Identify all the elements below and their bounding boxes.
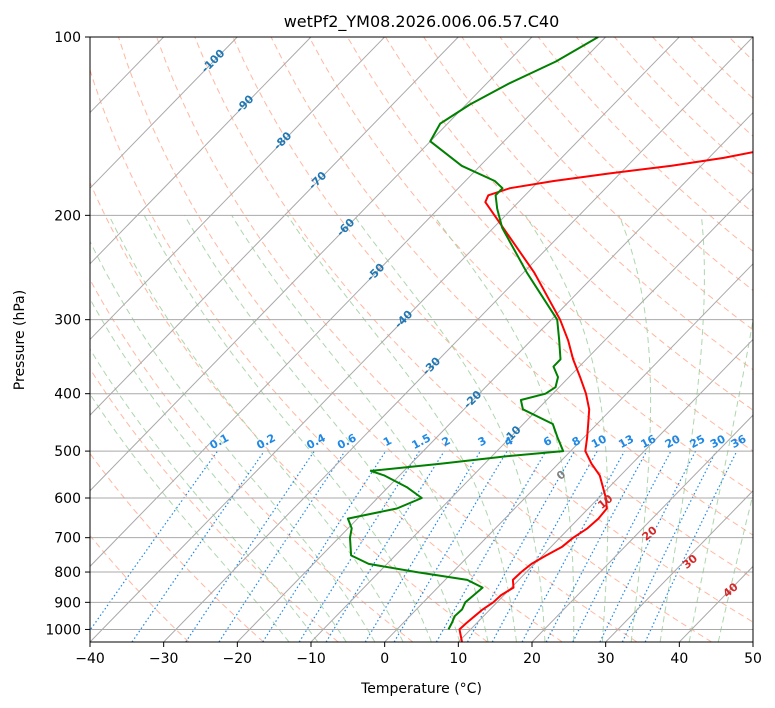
y-tick-label: 900 [54,595,81,611]
mixing-ratio-line [521,450,626,642]
x-axis-ticks: −40 −30 −20 −10 0 10 20 30 40 50 [75,642,762,667]
isotherm-line [90,37,312,265]
mixing-ratio-line [90,450,218,632]
mixing-ratio-label: 13 [616,432,636,451]
isotherm-line [531,414,753,642]
x-axis-label: Temperature (°C) [360,681,482,697]
x-tick-label: 20 [523,651,541,667]
moist-adiabat-line [524,215,609,642]
x-tick-label: 40 [670,651,688,667]
skewed-isotherms [90,37,753,642]
mixing-ratio-label: 30 [708,432,728,451]
dewpoint-profile-line [346,37,599,630]
mixing-ratio-label: 10 [589,432,609,451]
dry-adiabat-line [232,37,753,579]
isotherm-line [90,37,533,492]
chart-title: wetPf2_YM08.2026.006.06.57.C40 [284,12,560,32]
moist-adiabat-line [353,215,546,642]
dry-adiabat-line [308,37,753,494]
y-tick-label: 700 [54,531,81,547]
mixing-ratio-label: 36 [729,432,749,451]
moist-adiabat-line [688,317,753,642]
moist-adiabat-line [90,298,347,642]
mixing-ratio-line [364,450,482,642]
x-tick-label: −20 [223,651,253,667]
dry-adiabat-line [118,37,638,642]
x-tick-label: 50 [744,651,762,667]
y-tick-label: 500 [54,444,81,460]
dry-adiabat-line [90,368,339,642]
mixing-ratio-label: 16 [639,432,659,451]
moist-adiabat-line [184,215,461,642]
moist-adiabat-line [90,393,290,642]
isotherm-line [90,37,385,341]
moist-adiabat-line [108,215,404,642]
isotherm-line [384,263,753,642]
x-tick-label: 30 [597,651,615,667]
moist-adiabat-line [433,215,575,642]
y-tick-label: 600 [54,491,81,507]
dry-adiabat-line [90,181,488,642]
dry-adiabat-line [194,37,753,623]
x-tick-label: 10 [449,651,467,667]
moist-adiabat-line [659,215,705,642]
profile-series [346,37,753,642]
x-tick-label: 0 [380,651,389,667]
x-tick-label: −30 [149,651,179,667]
moist-adiabat-line [90,348,319,642]
mixing-ratio-label: 25 [688,432,708,451]
isotherm-line [605,490,753,642]
moist-adiabat-line [618,215,652,642]
y-tick-label: 800 [54,565,81,581]
isotherm-line [236,111,753,642]
isotherm-line [163,37,753,642]
mixing-ratio-label: 20 [663,432,683,451]
temperature-profile-line [458,151,753,642]
x-tick-label: −10 [296,651,326,667]
moist-adiabat-line [90,240,376,642]
moist-adiabat-line [143,215,432,642]
y-axis-ticks: 100 200 300 400 500 600 700 800 900 1000 [45,30,90,638]
isotherm-line [90,37,459,416]
y-tick-label: 200 [54,208,81,224]
dry-adiabat-line [346,37,753,452]
y-tick-label: 300 [54,313,81,329]
y-tick-label: 100 [54,30,81,46]
isotherm-line [90,37,238,189]
mixing-ratio-line [262,450,387,642]
y-axis-label: Pressure (hPa) [12,290,28,390]
mixing-ratio-line [218,450,346,642]
dry-adiabat-line [90,68,563,642]
moist-adiabats [90,215,753,642]
mixing-ratio-line [466,450,576,642]
isotherm-line [90,37,680,642]
x-tick-label: −40 [75,651,105,667]
mixing-ratio-line [131,450,265,642]
mixing-ratio-line [298,450,421,642]
mixing-ratio-line [599,450,697,642]
mixing-ratio-line [185,450,315,642]
y-tick-label: 1000 [45,622,81,638]
mixing-ratio-line [621,450,717,642]
isotherm-line [310,187,753,642]
dry-adiabat-line [90,452,264,642]
isotherm-line [90,37,606,568]
y-tick-label: 400 [54,387,81,403]
plot-frame [89,36,754,643]
